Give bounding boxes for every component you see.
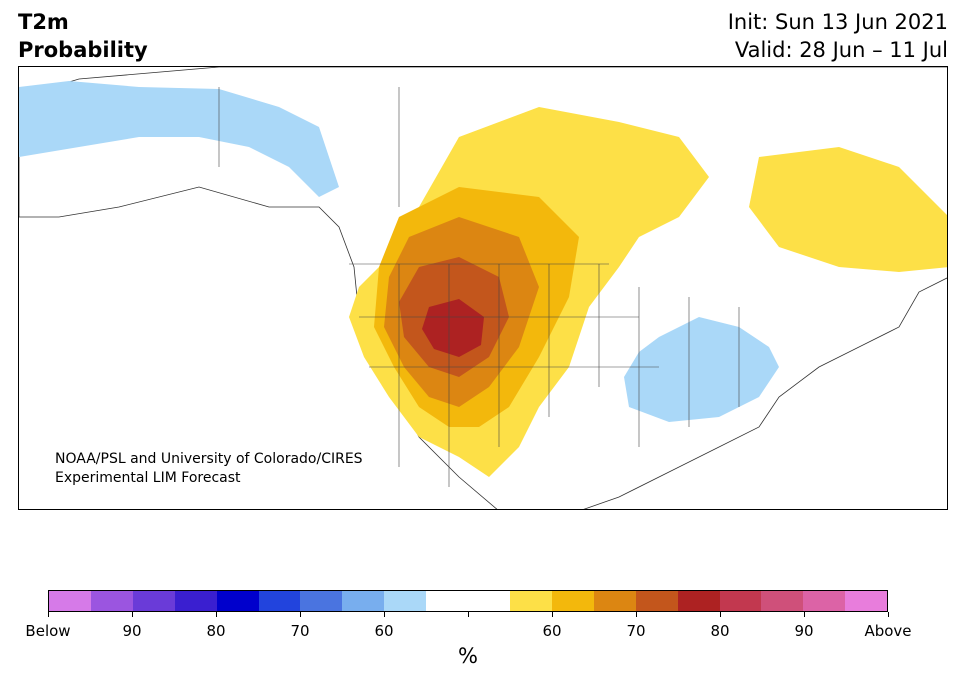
colorbar-segment bbox=[677, 591, 720, 611]
colorbar-tick-mark bbox=[552, 612, 553, 617]
below-normal-southeast bbox=[624, 317, 779, 422]
colorbar-tick-mark bbox=[468, 612, 469, 617]
colorbar-tick-mark bbox=[300, 612, 301, 617]
colorbar-tick-label: 70 bbox=[626, 622, 646, 640]
colorbar-segment bbox=[509, 591, 552, 611]
probability-map: NOAA/PSL and University of Colorado/CIRE… bbox=[18, 66, 948, 510]
colorbar-segment bbox=[551, 591, 594, 611]
colorbar-segment bbox=[132, 591, 175, 611]
colorbar-tick-label: Below bbox=[25, 622, 71, 640]
colorbar-segment bbox=[845, 591, 888, 611]
below-normal-alaska bbox=[19, 81, 339, 197]
colorbar-tick-label: 60 bbox=[374, 622, 394, 640]
boundary-lines bbox=[218, 87, 740, 487]
colorbar-tick-mark bbox=[384, 612, 385, 617]
credit-line-1: NOAA/PSL and University of Colorado/CIRE… bbox=[55, 451, 363, 467]
above-normal-max bbox=[422, 299, 484, 357]
colorbar-tick-label: 80 bbox=[206, 622, 226, 640]
colorbar-tick-label: 90 bbox=[794, 622, 814, 640]
colorbar-tick-mark bbox=[804, 612, 805, 617]
forecast-dates: Init: Sun 13 Jun 2021 Valid: 28 Jun – 11… bbox=[728, 8, 948, 64]
colorbar-tick-mark bbox=[636, 612, 637, 617]
colorbar-segment bbox=[216, 591, 259, 611]
colorbar-segment bbox=[426, 591, 469, 611]
map-title: T2m Probability bbox=[18, 8, 148, 64]
colorbar-segment bbox=[49, 591, 91, 611]
above-normal-eastcanada bbox=[749, 147, 947, 272]
colorbar-tick-mark bbox=[888, 612, 889, 617]
colorbar-segment bbox=[258, 591, 301, 611]
colorbar-tick-label: 80 bbox=[710, 622, 730, 640]
colorbar-tick-label: 90 bbox=[122, 622, 142, 640]
colorbar-segment bbox=[342, 591, 385, 611]
colorbar-tick-mark bbox=[132, 612, 133, 617]
init-date: Init: Sun 13 Jun 2021 bbox=[727, 10, 948, 34]
colorbar-unit: % bbox=[458, 644, 478, 668]
title-type: Probability bbox=[18, 38, 148, 62]
colorbar-segment bbox=[719, 591, 762, 611]
colorbar-tick-label: 70 bbox=[290, 622, 310, 640]
colorbar-segment bbox=[300, 591, 343, 611]
valid-range: Valid: 28 Jun – 11 Jul bbox=[734, 38, 948, 62]
colorbar-segment bbox=[468, 591, 510, 611]
colorbar-segment bbox=[761, 591, 804, 611]
colorbar-tick-mark bbox=[48, 612, 49, 617]
title-variable: T2m bbox=[18, 10, 69, 34]
colorbar-segment bbox=[90, 591, 133, 611]
colorbar bbox=[48, 590, 888, 612]
credit-text: NOAA/PSL and University of Colorado/CIRE… bbox=[55, 450, 363, 488]
credit-line-2: Experimental LIM Forecast bbox=[55, 470, 241, 486]
colorbar-tick-mark bbox=[216, 612, 217, 617]
colorbar-segment bbox=[803, 591, 846, 611]
colorbar-tick-mark bbox=[720, 612, 721, 617]
colorbar-tick-label: Above bbox=[864, 622, 912, 640]
colorbar-tick-label: 60 bbox=[542, 622, 562, 640]
colorbar-segment bbox=[174, 591, 217, 611]
colorbar-segment bbox=[635, 591, 678, 611]
colorbar-segment bbox=[593, 591, 636, 611]
colorbar-segment bbox=[384, 591, 427, 611]
map-canvas bbox=[19, 67, 947, 509]
